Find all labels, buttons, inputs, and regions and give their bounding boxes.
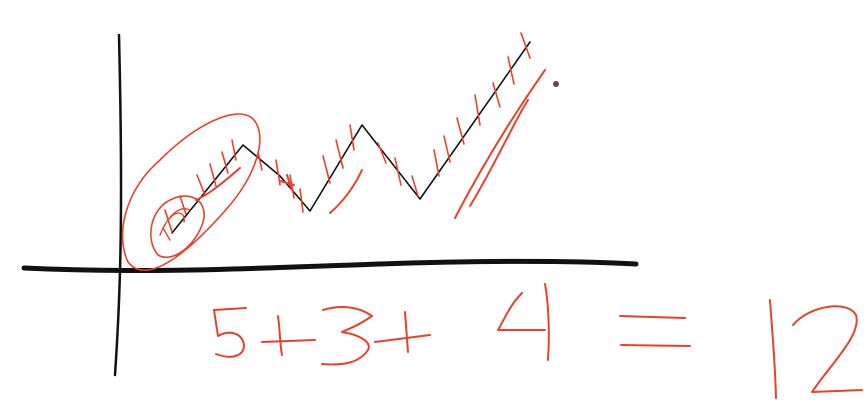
arrow-mark: [279, 174, 295, 191]
y-axis-line: [113, 33, 123, 377]
tick-marks: [164, 32, 531, 233]
small-mark: [195, 167, 241, 201]
scribble-stroke: [469, 99, 529, 207]
digit-three: [321, 306, 373, 366]
plus-sign-1: [261, 315, 316, 356]
digit-one: [769, 299, 777, 399]
equals-sign: [619, 315, 691, 347]
equation: [213, 283, 863, 399]
scribble-stroke: [329, 169, 363, 214]
circled-region: [121, 113, 261, 271]
red-scribbles: [195, 69, 546, 219]
inner-scribble: [159, 208, 191, 241]
digit-two: [792, 305, 863, 393]
zigzag-path: [171, 41, 531, 234]
inner-ellipse: [150, 195, 205, 258]
axes: [21, 33, 639, 377]
outer-ellipse: [121, 113, 261, 271]
x-axis-line: [21, 258, 639, 274]
digit-four: [497, 283, 550, 361]
digit-five: [213, 307, 247, 358]
scribble-stroke: [454, 69, 546, 219]
plus-sign-2: [374, 311, 431, 353]
marker-dot: [553, 81, 559, 87]
